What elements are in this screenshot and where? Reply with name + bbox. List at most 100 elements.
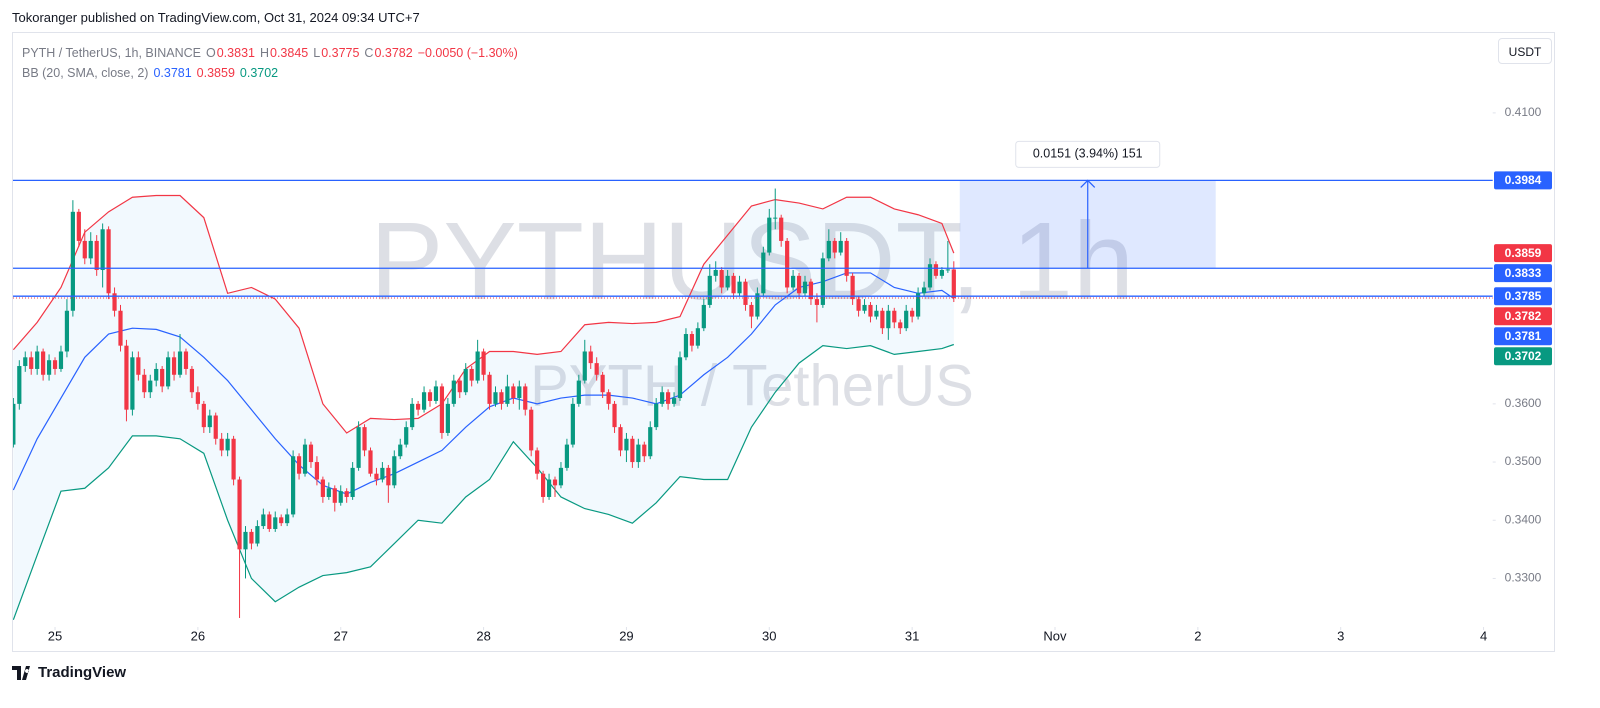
candle-body (416, 403, 421, 410)
candle-body (374, 473, 379, 480)
candle-body (177, 351, 183, 375)
candle-body (558, 467, 564, 486)
currency-button[interactable]: USDT (1498, 38, 1552, 64)
ohlc-key: C (364, 46, 374, 60)
brand: TradingView (12, 664, 126, 681)
candle-body (207, 415, 212, 428)
candle-body (41, 351, 46, 375)
x-tick-label: 28 (476, 628, 490, 643)
ohlc-low: L 0.3775 (313, 43, 359, 63)
candle-body (761, 252, 766, 294)
candle-body (231, 438, 236, 480)
y-tick-label: 0.3600 (1505, 396, 1542, 410)
candle-body (463, 368, 468, 393)
candle-body (249, 531, 254, 544)
candle-body (624, 438, 629, 451)
candle-body (171, 357, 177, 375)
candle-body (630, 438, 635, 463)
candle-body (695, 328, 700, 346)
candle-body (255, 526, 260, 544)
ohlc-high: H 0.3845 (260, 43, 308, 63)
candle-body (451, 380, 456, 404)
candle-body (511, 386, 516, 399)
y-tick-label: 0.3500 (1505, 454, 1542, 468)
price-label-box (1494, 287, 1552, 306)
candle-body (296, 456, 302, 474)
bb-upper (13, 194, 955, 434)
candle-body (314, 462, 320, 480)
candle-body (219, 438, 224, 451)
candle-body (654, 403, 659, 428)
bb-lower (13, 343, 955, 620)
candle-body (517, 386, 522, 399)
candle-body (939, 270, 945, 276)
x-tick-label: 2 (1194, 628, 1201, 643)
bb-lower-value: 0.3702 (239, 66, 279, 80)
candle-body (421, 392, 427, 410)
candle-body (767, 217, 772, 253)
candle-body (154, 368, 159, 381)
bb-middle-value: 0.3781 (153, 66, 192, 80)
ohlc-key: O (206, 46, 216, 60)
ohlc-key: L (313, 46, 321, 60)
candle-body (945, 269, 950, 271)
candle-body (921, 287, 927, 294)
candle-body (904, 310, 909, 329)
candle-body (886, 310, 891, 329)
publish-header: Tokoranger published on TradingView.com,… (12, 10, 420, 25)
candle-body (588, 351, 593, 364)
candle-body (13, 403, 16, 445)
candle-body (46, 360, 52, 375)
price-label-box (1494, 171, 1552, 190)
candle-body (433, 386, 439, 401)
candle-body (392, 456, 397, 486)
price-label: 0.3859 (1505, 246, 1542, 260)
axes: 0.4100 0.3600 0.3500 0.3400 0.3300 25 26 27 28 29… (13, 105, 1552, 643)
brand-logo (12, 665, 30, 680)
measure-label-box (1015, 140, 1161, 168)
candle-body (64, 310, 70, 352)
candle-body (868, 304, 873, 317)
candle-body (487, 374, 492, 404)
chart-frame (12, 32, 1555, 652)
candle-body (404, 427, 409, 445)
candle-body (243, 531, 248, 550)
candle-body (552, 479, 558, 486)
candle-body (910, 310, 915, 317)
candle-body (832, 240, 837, 253)
candle-body (505, 386, 510, 404)
candle-body (606, 392, 611, 404)
x-tick-label: 30 (762, 628, 776, 643)
candle-body (148, 380, 153, 393)
candle-body (785, 240, 790, 288)
legend-row: PYTH / TetherUS, 1h, BINANCE O 0.3831 H 0.… (22, 43, 518, 63)
watermark: PYTHUSDT, 1h (370, 200, 1134, 323)
ohlc-close: C 0.3782 (364, 43, 412, 63)
candle-body (612, 403, 617, 428)
bb-fill (13, 195, 954, 620)
candle-body (332, 488, 337, 503)
candle-body (124, 345, 129, 410)
candle-body (386, 467, 391, 486)
candle-body (291, 456, 296, 515)
candle-body (52, 360, 58, 369)
candle-body (927, 264, 933, 288)
candle-body (713, 270, 718, 276)
candle-body (29, 357, 34, 369)
price-label-box (1494, 327, 1552, 346)
candle-body (850, 275, 855, 300)
candle-body (642, 444, 647, 457)
ohlc-open: O 0.3831 (206, 43, 255, 63)
price-label: 0.3702 (1505, 349, 1542, 363)
x-tick-label: 29 (619, 628, 633, 643)
candle-body (677, 357, 683, 399)
candle-body (320, 479, 325, 497)
candle-body (237, 479, 242, 550)
bb-upper-value: 0.3859 (196, 66, 235, 80)
candle-body (576, 380, 581, 404)
candle-body (457, 380, 462, 393)
candle-body (183, 351, 189, 369)
candle-body (160, 368, 165, 387)
